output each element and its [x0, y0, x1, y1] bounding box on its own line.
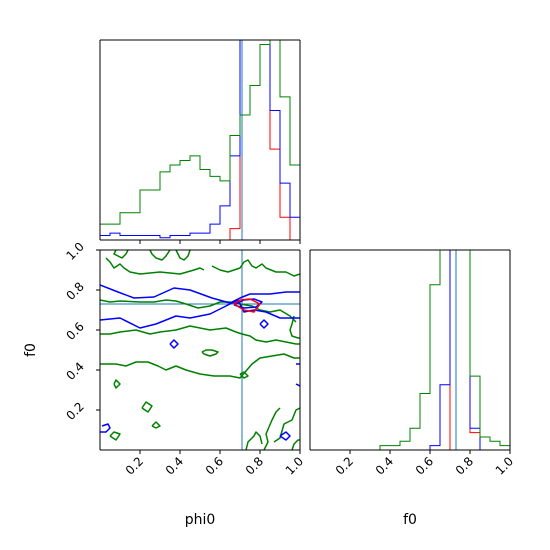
phi0-x-tick-label: 0.8 [243, 454, 266, 477]
green-contour-line [100, 299, 297, 323]
green-contour-line [105, 257, 205, 275]
phi0-histogram-series [100, 40, 300, 240]
phi0-x-tick-label: 1.0 [283, 454, 306, 477]
green-contour-line [239, 371, 249, 379]
f0-histogram-series [310, 250, 510, 450]
f0-histogram-panel: 0.2 0.4 0.6 0.8 1.0 f0 [309, 249, 516, 528]
f0-x-ticks: 0.2 0.4 0.6 0.8 1.0 [333, 450, 516, 478]
green-contour-line [113, 250, 129, 259]
green-contour-line [289, 315, 300, 339]
green-histogram-step [310, 250, 510, 450]
f0-y-tick-label: 0.6 [63, 319, 86, 342]
red-contour-line [233, 298, 261, 313]
phi0-x-tick-label: 0.6 [203, 454, 226, 477]
f0-y-tick-label: 1.0 [63, 239, 86, 262]
f0-x-tick-label: 1.0 [493, 454, 516, 477]
contour-x-ticks: 0.2 0.4 0.6 0.8 1.0 [123, 450, 306, 478]
x-axis-label-f0: f0 [403, 512, 417, 528]
phi0-x-tick-label: 0.4 [163, 454, 186, 477]
blue-contour-line [100, 299, 300, 329]
green-contour-line [245, 431, 263, 450]
green-contour-line [211, 259, 300, 277]
f0-x-tick-label: 0.6 [413, 454, 436, 477]
f0-x-tick-label: 0.2 [333, 454, 356, 477]
f0-y-tick-label: 0.8 [63, 279, 86, 302]
f0-phi0-contour-panel: 0.2 0.4 0.6 0.8 1.0 0.2 0.4 0.6 0.8 1.0 phi0 f0 [23, 239, 306, 528]
green-contour-line [151, 421, 161, 429]
f0-y-tick-label: 0.2 [63, 399, 86, 422]
blue-contour-line [169, 339, 179, 349]
phi0-histogram-panel [99, 39, 301, 241]
f0-x-tick-label: 0.8 [453, 454, 476, 477]
f0-y-tick-label: 0.4 [63, 359, 86, 382]
green-contour-line [141, 401, 153, 413]
phi0-hist-ticks [139, 240, 301, 244]
blue-histogram-step [310, 250, 510, 450]
green-contour-line [100, 325, 300, 345]
green-contour-line [100, 353, 300, 379]
blue-contour-line [295, 383, 300, 387]
phi0-x-tick-label: 0.2 [123, 454, 146, 477]
green-contour-line [201, 349, 219, 357]
y-axis-label-f0: f0 [23, 343, 39, 357]
green-contour-line [175, 250, 191, 261]
contour-y-ticks: 0.2 0.4 0.6 0.8 1.0 [63, 239, 100, 423]
f0-x-tick-label: 0.4 [373, 454, 396, 477]
green-histogram-step [100, 40, 300, 225]
green-contour-line [149, 250, 171, 261]
blue-histogram-step [100, 40, 300, 239]
blue-contour-line [100, 284, 300, 304]
blue-contour-line [279, 431, 291, 441]
x-axis-label-phi0: phi0 [185, 512, 216, 528]
blue-contour-line [259, 319, 269, 329]
contour-series [100, 250, 300, 450]
green-contour-line [263, 407, 281, 450]
green-contour-line [109, 431, 121, 441]
blue-contour-line [100, 423, 111, 433]
green-contour-line [291, 439, 300, 450]
red-histogram-step [100, 40, 300, 240]
green-contour-line [113, 379, 121, 389]
green-contour-line [273, 407, 300, 443]
